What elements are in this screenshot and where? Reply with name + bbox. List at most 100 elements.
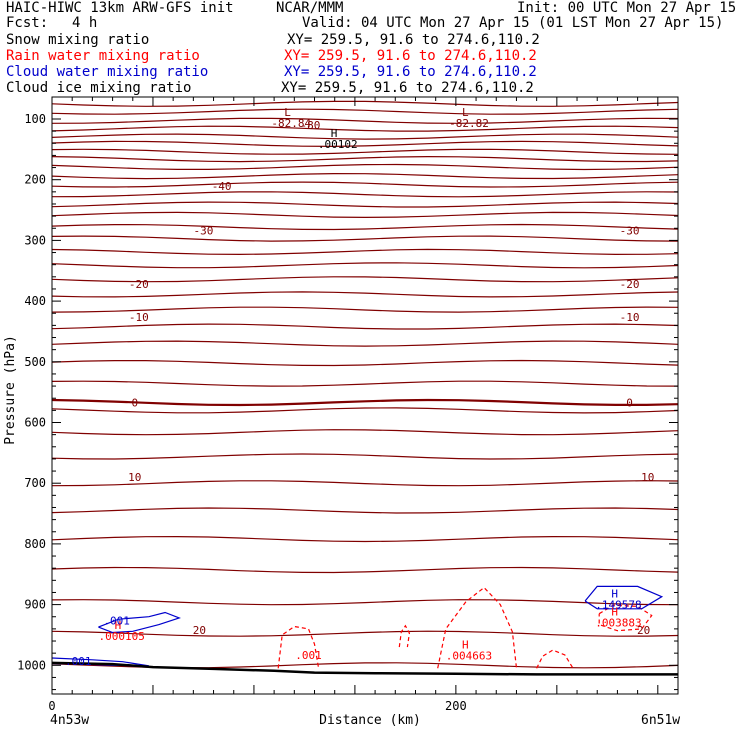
contour-value-label: .001 bbox=[103, 614, 130, 627]
isotherm-line bbox=[51, 108, 679, 115]
extremum-value: .004663 bbox=[446, 649, 492, 662]
forecast-label: Fcst: bbox=[6, 15, 49, 31]
extremum-letter: H bbox=[611, 587, 618, 600]
y-tick-label: 1000 bbox=[17, 658, 46, 672]
isotherm-line bbox=[51, 306, 679, 313]
isotherm-line bbox=[51, 211, 679, 219]
y-tick-label: 400 bbox=[24, 294, 46, 308]
isotherm-line bbox=[51, 140, 679, 148]
y-tick-label: 700 bbox=[24, 476, 46, 490]
isotherm-line bbox=[51, 291, 679, 298]
extremum-value: .003883 bbox=[595, 617, 641, 630]
rain-contour bbox=[398, 624, 411, 648]
isotherm-label: -40 bbox=[212, 180, 232, 193]
valid-time: Valid: 04 UTC Mon 27 Apr 15 (01 LST Mon … bbox=[302, 15, 724, 31]
temperature-contours bbox=[51, 100, 679, 669]
isotherm-label: 20 bbox=[193, 624, 206, 637]
isotherm-line bbox=[51, 172, 679, 180]
isotherm-line bbox=[51, 163, 679, 171]
isotherm-line bbox=[51, 599, 679, 606]
field-name-rain: Rain water mixing ratio bbox=[6, 48, 200, 64]
isotherm-line bbox=[51, 235, 679, 242]
isotherm-label: -20 bbox=[129, 278, 149, 291]
isotherm-label: -20 bbox=[620, 278, 640, 291]
isotherm-label: 0 bbox=[626, 396, 633, 409]
contour-value-label: .001 bbox=[65, 655, 92, 668]
isotherm-line bbox=[51, 125, 679, 132]
isotherm-line bbox=[51, 380, 679, 387]
field-xy-rain: XY= 259.5, 91.6 to 274.6,110.2 bbox=[284, 48, 537, 64]
isotherm-label: 10 bbox=[641, 471, 654, 484]
y-tick-label: 900 bbox=[24, 598, 46, 612]
extremum-letter: H bbox=[462, 638, 469, 651]
model-title: HAIC-HIWC 13km ARW-GFS init bbox=[6, 0, 234, 16]
institution-label: NCAR/MMM bbox=[276, 0, 344, 16]
y-tick-label: 100 bbox=[24, 112, 46, 126]
isotherm-label: 10 bbox=[128, 471, 141, 484]
extremum-value: .149578 bbox=[595, 598, 641, 611]
terrain-line bbox=[51, 661, 678, 676]
isotherm-line bbox=[51, 117, 679, 124]
isotherm-label: -10 bbox=[620, 311, 640, 324]
isotherm-line bbox=[51, 201, 679, 208]
extremum-value: -82.82 bbox=[449, 117, 489, 130]
extremum-letter: H bbox=[611, 606, 618, 619]
isotherm-line bbox=[51, 429, 679, 436]
isotherm-line bbox=[51, 507, 679, 514]
isotherm-line bbox=[51, 148, 679, 155]
isotherm-line bbox=[51, 276, 679, 283]
y-tick-label: 200 bbox=[24, 173, 46, 187]
isotherm-line bbox=[51, 535, 679, 543]
isotherm-line bbox=[51, 262, 679, 269]
isotherm-line bbox=[51, 398, 679, 407]
isotherm-line bbox=[51, 407, 679, 414]
isotherm-line bbox=[51, 480, 679, 487]
rain-contour bbox=[277, 625, 320, 669]
y-tick-label: 300 bbox=[24, 233, 46, 247]
isotherm-line bbox=[51, 248, 679, 256]
isotherm-line bbox=[51, 566, 679, 574]
isotherm-line bbox=[51, 323, 679, 330]
isotherm-line bbox=[51, 630, 679, 637]
isotherm-label: -30 bbox=[194, 225, 214, 238]
y-tick-label: 500 bbox=[24, 355, 46, 369]
terrain-surface bbox=[51, 661, 678, 676]
x-tick-label: 200 bbox=[445, 699, 467, 713]
extremum-value: .000105 bbox=[98, 630, 144, 643]
rain-contour bbox=[536, 649, 574, 669]
extremum-letter: H bbox=[115, 619, 122, 632]
isotherm-line bbox=[51, 359, 679, 367]
isotherm-line bbox=[51, 223, 679, 231]
isotherm-label: -30 bbox=[620, 225, 640, 238]
forecast-hour: 4 h bbox=[72, 15, 98, 31]
rain-contour bbox=[598, 604, 653, 632]
field-name-cloud-water: Cloud water mixing ratio bbox=[6, 64, 209, 80]
rain-contour bbox=[437, 586, 518, 669]
x-tick-label: 0 bbox=[48, 699, 55, 713]
extremum-letter: H bbox=[331, 127, 338, 140]
extremum-value: .00102 bbox=[318, 138, 358, 151]
y-axis-label: Pressure (hPa) bbox=[3, 335, 18, 445]
isotherm-line bbox=[51, 133, 679, 140]
isotherm-line bbox=[51, 155, 679, 163]
isotherm-line bbox=[51, 191, 679, 198]
isotherm-label: -10 bbox=[129, 311, 149, 324]
extremum-letter: L bbox=[462, 106, 469, 119]
isotherm-label: 0 bbox=[131, 396, 138, 409]
field-xy-cloud-ice: XY= 259.5, 91.6 to 274.6,110.2 bbox=[281, 80, 534, 96]
init-time: Init: 00 UTC Mon 27 Apr 15 bbox=[517, 0, 737, 16]
plot-frame bbox=[51, 96, 679, 695]
extremum-value: -82.84 bbox=[271, 117, 311, 130]
rain-contours bbox=[277, 586, 653, 669]
contour-value-label: .001 bbox=[295, 649, 322, 662]
right-location-label: 6n51w bbox=[641, 713, 681, 728]
y-tick-label: 600 bbox=[24, 416, 46, 430]
isotherm-line bbox=[51, 340, 679, 347]
field-xy-cloud-water: XY= 259.5, 91.6 to 274.6,110.2 bbox=[284, 64, 537, 80]
cloud-water-contours bbox=[51, 585, 664, 667]
isotherm-line bbox=[51, 100, 679, 107]
x-axis-label: Distance (km) bbox=[319, 713, 421, 728]
isotherm-line bbox=[51, 181, 679, 188]
